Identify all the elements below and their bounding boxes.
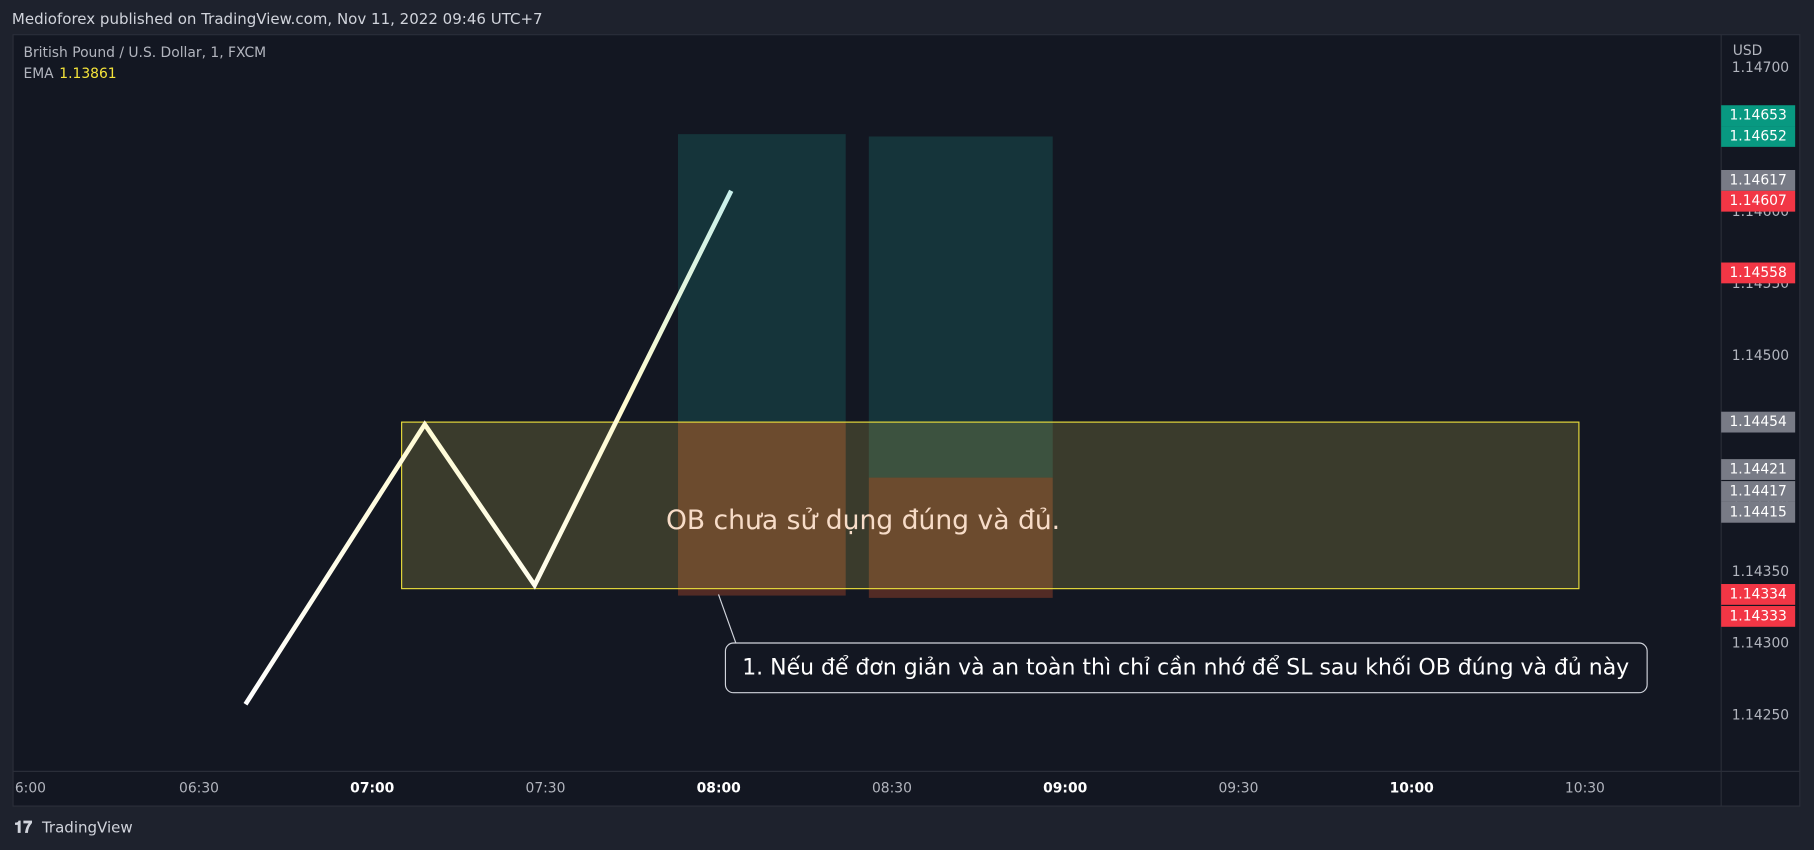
price-badge-label: 1.14652 — [1730, 128, 1787, 144]
price-badge-label: 1.14415 — [1730, 504, 1787, 520]
price-badge-label: 1.14333 — [1730, 608, 1787, 624]
callout-box — [724, 642, 1648, 694]
callout-pointer — [717, 594, 737, 644]
indicator-value: 1.13861 — [59, 66, 116, 82]
callout-text: 1. Nếu để đơn giản và an toàn thì chỉ cầ… — [742, 655, 1629, 680]
price-badge — [1721, 459, 1796, 480]
price-badge — [1721, 170, 1796, 191]
time-tick-label: 10:00 — [1390, 781, 1434, 797]
time-tick-label: 6:00 — [15, 781, 46, 797]
price-tick-label: 1.14300 — [1732, 636, 1789, 652]
price-badge-label: 1.14607 — [1730, 193, 1787, 209]
footer-brand: TradingView — [41, 819, 133, 837]
time-tick-label: 08:00 — [697, 781, 741, 797]
order-block — [401, 421, 1580, 590]
price-badge — [1721, 262, 1796, 284]
price-badge — [1721, 481, 1796, 502]
price-badge-label: 1.14454 — [1730, 414, 1787, 430]
price-badge — [1721, 501, 1796, 523]
target-zone — [868, 136, 1053, 478]
time-tick-label: 06:30 — [179, 781, 219, 797]
target-zone — [678, 134, 846, 423]
time-tick-label: 09:30 — [1218, 781, 1258, 797]
price-badge-label: 1.14417 — [1730, 483, 1787, 499]
time-tick-label: 09:00 — [1043, 781, 1087, 797]
time-tick-label: 10:30 — [1565, 781, 1605, 797]
time-tick-label: 07:00 — [350, 781, 394, 797]
stop-zone — [678, 422, 846, 596]
price-badge — [1721, 584, 1796, 605]
time-tick-label: 07:30 — [526, 781, 566, 797]
price-tick-label: 1.14700 — [1732, 60, 1789, 76]
price-badge-label: 1.14653 — [1730, 108, 1787, 124]
footer-logo: 𝟏𝟕 — [14, 818, 32, 837]
price-badge — [1721, 105, 1796, 127]
time-tick-label: 08:30 — [872, 781, 912, 797]
price-badge — [1721, 126, 1796, 147]
price-badge — [1721, 411, 1796, 433]
price-badge-label: 1.14334 — [1730, 586, 1787, 602]
price-badge-label: 1.14558 — [1730, 265, 1787, 281]
zigzag-path — [243, 189, 734, 706]
price-unit: USD — [1733, 43, 1763, 59]
price-badge — [1721, 190, 1796, 212]
price-badge-label: 1.14421 — [1730, 462, 1787, 478]
price-badge — [1721, 605, 1796, 627]
price-tick-label: 1.14350 — [1732, 564, 1789, 580]
indicator-name: EMA — [23, 66, 54, 82]
price-tick-label: 1.14250 — [1732, 708, 1789, 724]
header-title: Medioforex published on TradingView.com,… — [12, 10, 543, 28]
price-tick-label: 1.14500 — [1732, 348, 1789, 364]
zone-label: OB chưa sử dụng đúng và đủ. — [666, 505, 1060, 536]
stop-zone — [868, 477, 1053, 598]
symbol-legend: British Pound / U.S. Dollar, 1, FXCM — [23, 45, 266, 61]
time-ticks: 6:00 06:30 07:00 07:30 08:00 08:30 09:00 09:30 1… — [15, 781, 1605, 797]
price-badge-label: 1.14617 — [1730, 172, 1787, 188]
price-badges: 1.14653 1.14652 1.14617 1.14607 1.14558 1.144… — [1721, 105, 1796, 627]
drawings: OB chưa sử dụng đúng và đủ. 1. Nếu để đơ… — [243, 134, 1648, 706]
